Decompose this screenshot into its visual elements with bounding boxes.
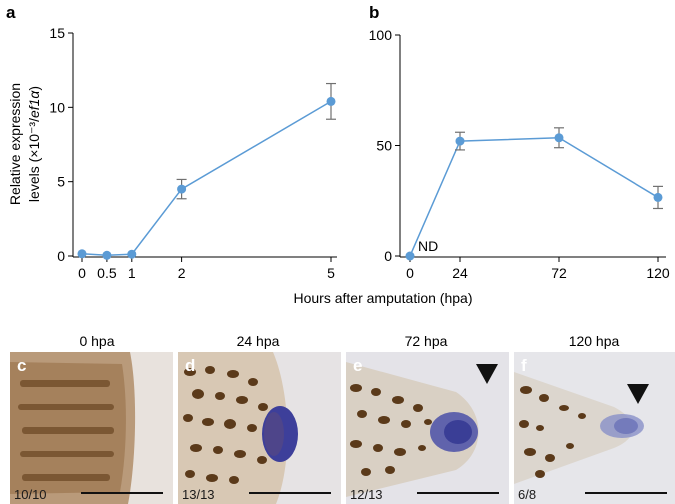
photo-c-letter: c	[17, 356, 27, 375]
chart-a-data-point	[127, 249, 137, 259]
y-axis-label-line1: Relative expression	[7, 83, 23, 205]
chart-a-series-line	[81, 100, 332, 257]
y-axis-label-line2: levels (×10⁻³/ef1α)	[26, 86, 42, 202]
chart-b-x-tick-label: 0	[406, 265, 414, 281]
chart-b-nd-annotation: ND	[418, 238, 438, 254]
chart-a-y-tick-label: 5	[57, 174, 65, 190]
chart-b-y-tick-label: 0	[384, 248, 392, 264]
chart-a-data-point	[177, 184, 187, 194]
photo-panel-f: f 6/8	[514, 352, 675, 504]
y-axis-label-prefix: levels (×10⁻³/	[26, 118, 42, 202]
photo-f-letter: f	[521, 356, 527, 375]
photo-d-image	[178, 352, 298, 504]
photo-panel-c: c 10/10	[10, 352, 173, 504]
chart-b-x-tick-label: 24	[452, 265, 468, 281]
arrowhead-icon	[476, 364, 498, 384]
photo-c-title: 0 hpa	[79, 333, 115, 349]
photo-f-image	[514, 372, 644, 484]
photo-c-count: 10/10	[14, 487, 47, 502]
photo-f-count: 6/8	[518, 487, 537, 502]
photo-e-letter: e	[353, 356, 363, 375]
chart-a-y-tick-label: 15	[49, 25, 65, 41]
chart-b-x-tick-label: 120	[646, 265, 670, 281]
chart-b-x-tick-label: 72	[551, 265, 567, 281]
photo-e-count: 12/13	[350, 487, 383, 502]
chart-a-y-tick-label: 10	[49, 99, 65, 115]
chart-a-y-tick-label: 0	[57, 248, 65, 264]
chart-a-x-tick-label: 1	[128, 265, 136, 281]
chart-a-x-tick-label: 5	[327, 265, 335, 281]
arrowhead-icon	[627, 384, 649, 404]
scale-bar	[81, 492, 163, 494]
chart-a-x-tick-label: 2	[178, 265, 186, 281]
y-axis-label-gene: ef1α	[26, 90, 42, 118]
scale-bar	[417, 492, 499, 494]
x-axis-label: Hours after amputation (hpa)	[294, 290, 473, 306]
chart-a-data-point	[326, 96, 336, 106]
chart-a-x-tick-label: 0.5	[97, 265, 117, 281]
y-axis-label-suffix: )	[26, 86, 42, 91]
chart-b-data-point	[455, 136, 465, 146]
panel-b-letter: b	[369, 3, 379, 22]
photo-d-title: 24 hpa	[236, 333, 280, 349]
chart-b-y-tick-label: 50	[376, 138, 392, 154]
photo-d-letter: d	[185, 356, 196, 375]
chart-b-series-line	[409, 137, 659, 257]
chart-b-data-point	[653, 192, 663, 202]
panel-a-letter: a	[6, 3, 16, 22]
photo-c-image	[10, 352, 136, 504]
chart-b-data-point	[405, 251, 415, 261]
scale-bar	[249, 492, 331, 494]
photo-panel-e: e 12/13	[346, 352, 509, 504]
photo-d-count: 13/13	[182, 487, 215, 502]
photo-f-title: 120 hpa	[568, 333, 620, 349]
photo-panel-d: d 13/13	[178, 352, 341, 504]
chart-a-x-tick-label: 0	[78, 265, 86, 281]
chart-b-y-tick-label: 100	[369, 27, 393, 43]
chart-a-data-point	[77, 249, 87, 259]
chart-a-data-point	[102, 250, 112, 260]
photo-e-image	[346, 362, 479, 497]
chart-b-data-point	[554, 133, 564, 143]
scale-bar	[585, 492, 667, 494]
photo-e-title: 72 hpa	[404, 333, 448, 349]
chart-a: 0 5 10 15 0 0.5 1 2 5	[49, 25, 337, 281]
chart-b: 0 50 100 0 24 72 120 ND	[369, 27, 670, 281]
